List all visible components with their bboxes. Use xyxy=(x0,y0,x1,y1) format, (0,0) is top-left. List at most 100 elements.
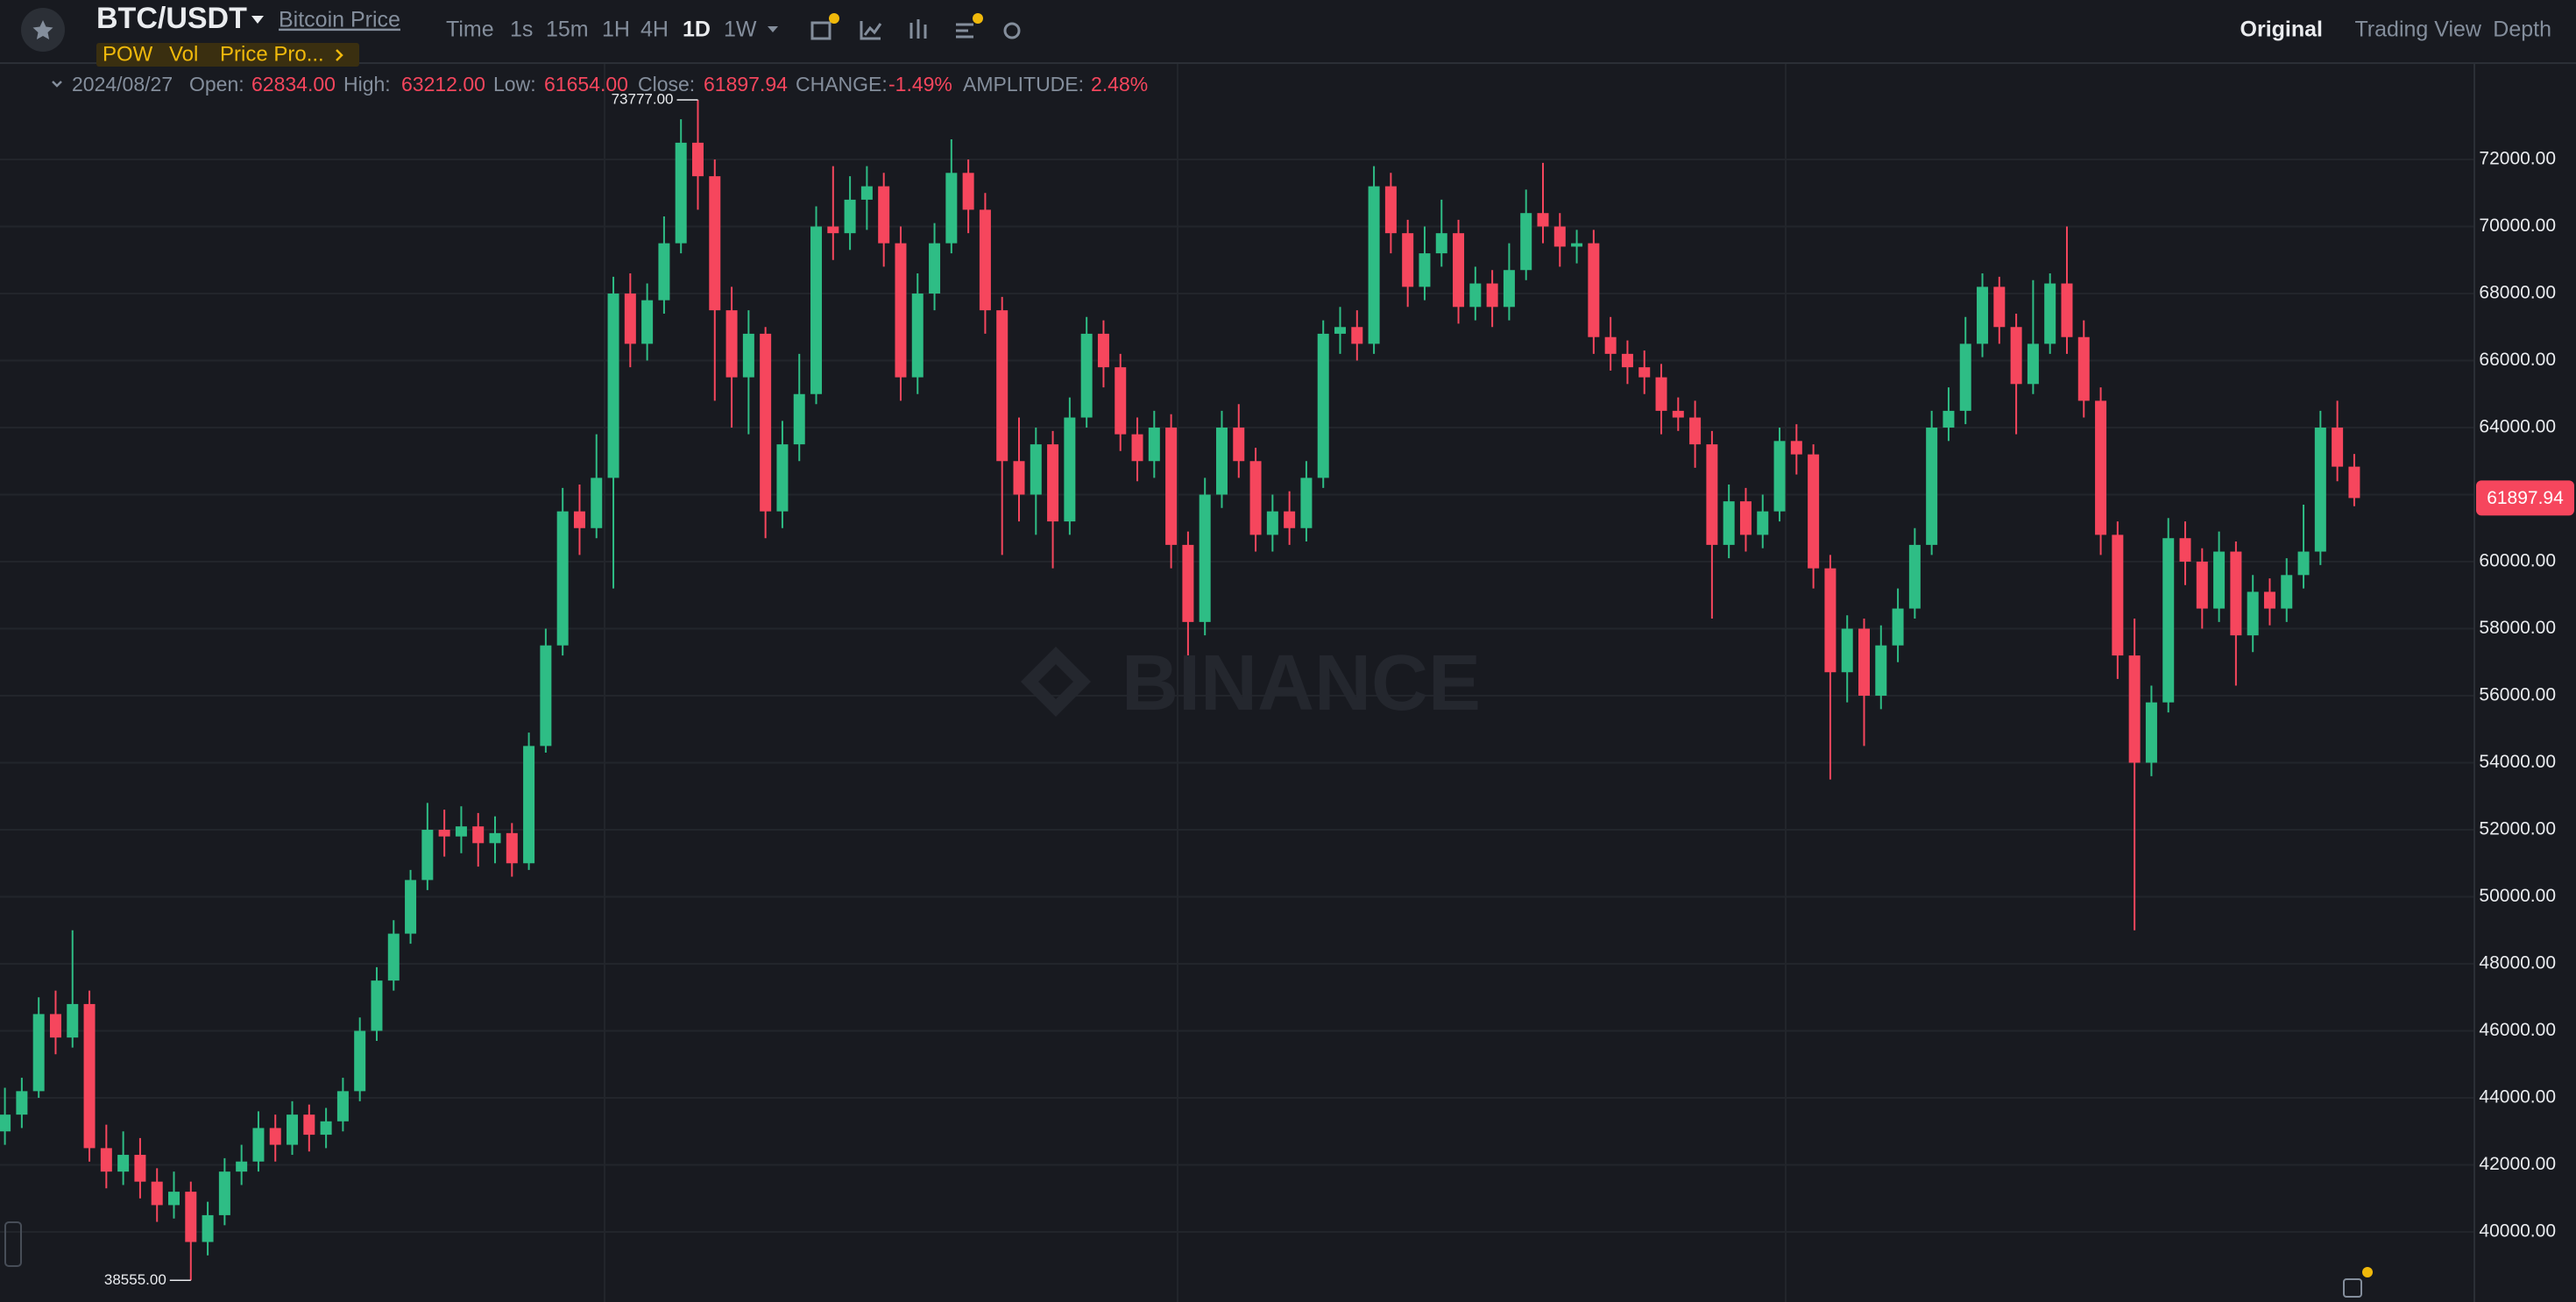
candle-body xyxy=(1875,645,1887,697)
candle-body xyxy=(2162,538,2175,703)
interval[interactable]: 1W xyxy=(724,18,757,42)
interval-active[interactable]: 1D xyxy=(683,18,711,42)
candle-body xyxy=(2314,428,2326,552)
interval[interactable]: 1H xyxy=(602,18,630,42)
interval[interactable]: 15m xyxy=(546,18,589,42)
view-tab-active[interactable]: Original xyxy=(2240,18,2323,42)
candle-body xyxy=(1520,213,1532,271)
candle-body xyxy=(1199,494,1211,622)
candle-body xyxy=(1317,333,1329,478)
info-toggle[interactable] xyxy=(52,81,62,88)
candle-body xyxy=(1384,186,1397,234)
y-tick-label: 44000.00 xyxy=(2479,1087,2556,1107)
candle-body xyxy=(1553,226,1566,247)
candle-body xyxy=(1841,628,1853,673)
candle-body xyxy=(1047,444,1059,522)
icon-candles[interactable] xyxy=(909,19,927,39)
interval-dropdown[interactable] xyxy=(768,26,778,32)
candle-body xyxy=(287,1114,299,1145)
tag[interactable]: Price Pro... xyxy=(220,42,324,66)
candle-body xyxy=(709,176,721,311)
candle-body xyxy=(607,294,619,478)
icon-settings-list[interactable] xyxy=(956,23,973,39)
icon-indicator[interactable] xyxy=(810,21,832,40)
candle-body xyxy=(624,294,636,344)
favorite-star xyxy=(32,20,53,39)
candle-body xyxy=(860,186,873,200)
tag[interactable]: POW xyxy=(103,42,153,66)
candle-body xyxy=(1537,213,1549,227)
candle-body xyxy=(1959,343,1971,411)
y-tick-label: 58000.00 xyxy=(2479,618,2556,638)
icon-settings[interactable] xyxy=(1003,22,1021,39)
candle-body xyxy=(185,1192,197,1242)
candle-body xyxy=(641,300,654,344)
tag[interactable]: Vol xyxy=(169,42,198,66)
price-link[interactable]: Bitcoin Price xyxy=(279,8,400,32)
candle-body xyxy=(506,832,518,864)
candle-body xyxy=(1824,568,1836,673)
candle-body xyxy=(303,1114,315,1136)
pair-title[interactable]: BTC/USDT xyxy=(96,2,247,35)
side-panel-toggle[interactable] xyxy=(4,1221,22,1267)
interval[interactable]: 1s xyxy=(510,18,533,42)
candle-body xyxy=(32,1014,45,1092)
candle-body xyxy=(1977,287,1989,344)
y-tick-label: 54000.00 xyxy=(2479,752,2556,772)
candle-body xyxy=(1453,233,1465,308)
candle-body xyxy=(1739,501,1752,535)
candle-body xyxy=(2044,283,2056,344)
candle-body xyxy=(760,333,772,512)
candle-body xyxy=(2179,538,2191,563)
candle-body xyxy=(1233,428,1245,462)
last-price-tag xyxy=(2476,480,2574,516)
candle-body xyxy=(455,826,467,837)
candle-body xyxy=(1148,428,1160,462)
candle-body xyxy=(1723,501,1735,545)
candle-body xyxy=(236,1161,248,1172)
notify-dot xyxy=(829,13,839,24)
candle-body xyxy=(962,173,974,210)
candle-body xyxy=(591,478,603,528)
candle-body xyxy=(2095,400,2107,535)
watermark-logo xyxy=(1021,647,1091,717)
interval[interactable]: 4H xyxy=(640,18,669,42)
orders-button[interactable] xyxy=(2343,1278,2362,1298)
candle-body xyxy=(2348,466,2360,499)
icon-chart-type[interactable] xyxy=(860,21,882,40)
candle-body xyxy=(269,1128,281,1145)
candle-body xyxy=(1773,441,1786,512)
candle-body xyxy=(1993,287,2006,328)
candle-body xyxy=(2230,551,2242,636)
candle-body xyxy=(1249,461,1262,535)
candle-body xyxy=(1013,461,1025,495)
candle-body xyxy=(252,1128,265,1162)
candle-body xyxy=(1926,428,1938,545)
view-tab[interactable]: Depth xyxy=(2493,18,2551,42)
candle-body xyxy=(1892,608,1904,646)
candle-body xyxy=(810,226,823,394)
info-value: 62834.00 xyxy=(251,73,336,96)
candle-body xyxy=(134,1155,146,1182)
candle-body xyxy=(1638,367,1651,378)
candle-body xyxy=(1655,377,1667,411)
last-price-label: 61897.94 xyxy=(2487,488,2564,508)
candle-body xyxy=(2145,702,2157,763)
info-label: High: xyxy=(343,73,391,96)
candle-body xyxy=(421,830,434,881)
candle-body xyxy=(844,199,856,234)
y-tick-label: 52000.00 xyxy=(2479,819,2556,839)
view-tab[interactable]: Trading View xyxy=(2354,18,2481,42)
candle-body xyxy=(1300,478,1313,528)
candle-body xyxy=(1503,270,1515,308)
interval[interactable]: Time xyxy=(446,18,494,42)
tag-more[interactable] xyxy=(336,49,343,61)
candle-body xyxy=(996,310,1008,462)
y-tick-label: 46000.00 xyxy=(2479,1020,2556,1040)
candle-body xyxy=(489,832,501,844)
candle-body xyxy=(117,1155,130,1172)
candle-body xyxy=(1334,327,1347,334)
pair-dropdown[interactable] xyxy=(251,16,264,24)
candle-body xyxy=(2112,534,2124,656)
